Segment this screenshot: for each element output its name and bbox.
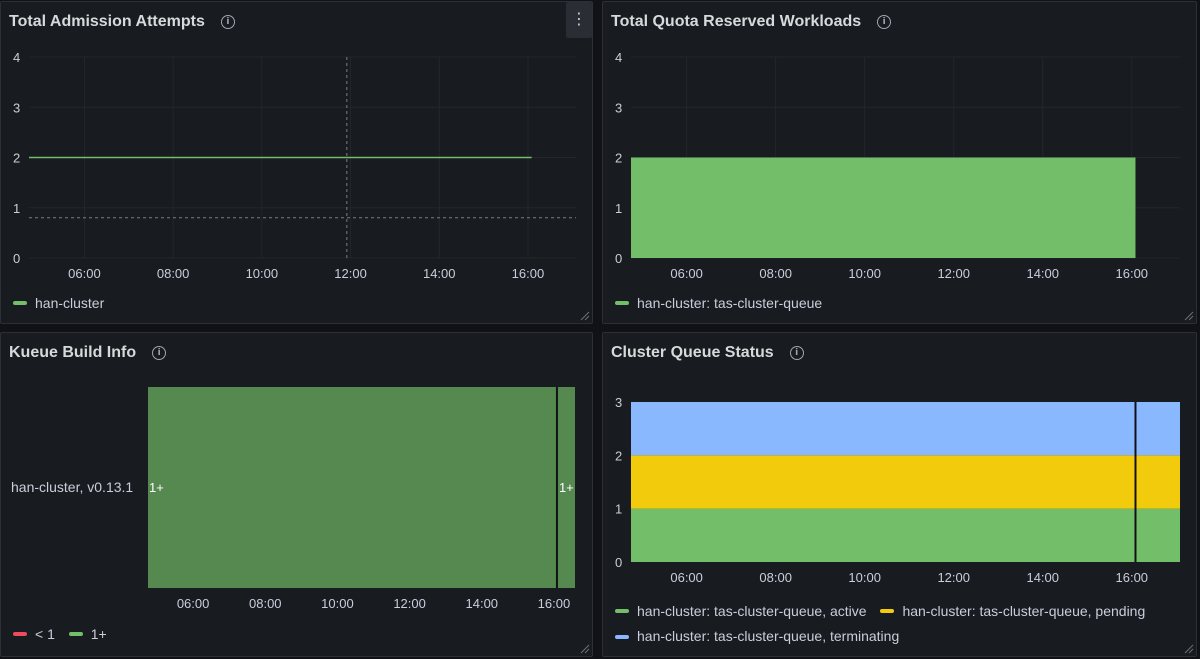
resize-handle-icon[interactable] bbox=[1184, 311, 1194, 321]
y-tick-label: 0 bbox=[615, 555, 622, 570]
x-tick-label: 14:00 bbox=[1026, 266, 1059, 281]
legend-item[interactable]: 1+ bbox=[68, 626, 107, 642]
info-icon[interactable]: i bbox=[220, 15, 235, 29]
y-tick-label: 0 bbox=[615, 251, 622, 266]
heatmap-cell bbox=[556, 387, 575, 588]
panel-menu-button[interactable]: ⋮ bbox=[566, 2, 592, 38]
x-tick-label: 14:00 bbox=[1026, 570, 1059, 585]
legend-label: han-cluster: tas-cluster-queue, active bbox=[637, 602, 867, 619]
x-tick-label: 10:00 bbox=[848, 266, 881, 281]
x-tick-label: 06:00 bbox=[68, 266, 101, 281]
panel-title[interactable]: Kueue Build Info i bbox=[9, 344, 167, 362]
cell-value-label: 1+ bbox=[559, 480, 574, 495]
legend-item[interactable]: han-cluster: tas-cluster-queue, terminat… bbox=[615, 625, 899, 648]
legend: han-cluster: tas-cluster-queue bbox=[615, 292, 832, 311]
stacked-area-band bbox=[631, 402, 1180, 456]
x-tick-label: 06:00 bbox=[177, 596, 210, 611]
panel-admission-attempts: Total Admission Attempts i ⋮ 0 1 2 3 4 06:00 08… bbox=[0, 1, 593, 324]
legend-swatch bbox=[13, 632, 27, 636]
panel-title-text: Total Quota Reserved Workloads bbox=[611, 13, 862, 30]
info-icon[interactable]: i bbox=[789, 346, 804, 360]
x-tick-label: 12:00 bbox=[393, 596, 426, 611]
y-tick-label: 4 bbox=[615, 50, 622, 65]
y-tick-label: 3 bbox=[615, 395, 622, 410]
x-tick-label: 10:00 bbox=[321, 596, 354, 611]
resize-handle-icon[interactable] bbox=[580, 644, 590, 654]
info-icon[interactable]: i bbox=[877, 15, 892, 29]
x-tick-label: 10:00 bbox=[246, 266, 279, 281]
legend-swatch bbox=[615, 301, 629, 305]
admission-attempts-chart: 0 1 2 3 4 06:00 08:00 10:00 12:00 14:00 16:00 bbox=[13, 50, 576, 281]
legend-swatch bbox=[13, 301, 27, 305]
panel-title-text: Cluster Queue Status bbox=[611, 344, 774, 361]
legend-swatch bbox=[615, 634, 629, 639]
x-tick-label: 16:00 bbox=[538, 596, 571, 611]
y-tick-label: 1 bbox=[13, 201, 20, 216]
x-tick-label: 16:00 bbox=[1116, 266, 1149, 281]
panel-title-text: Kueue Build Info bbox=[9, 344, 137, 361]
legend: han-cluster: tas-cluster-queue, active h… bbox=[615, 597, 1185, 648]
x-tick-label: 08:00 bbox=[157, 266, 190, 281]
x-tick-label: 12:00 bbox=[937, 266, 970, 281]
legend: < 1 1+ bbox=[13, 623, 117, 642]
y-tick-label: 2 bbox=[13, 151, 20, 166]
panel-kueue-build-info: Kueue Build Info i han-cluster, v0.13.1 1… bbox=[0, 332, 593, 657]
legend-label: 1+ bbox=[90, 626, 107, 642]
legend-swatch bbox=[615, 609, 629, 613]
x-tick-label: 12:00 bbox=[937, 570, 970, 585]
y-tick-label: 1 bbox=[615, 502, 622, 517]
x-tick-label: 08:00 bbox=[759, 570, 792, 585]
legend-item[interactable]: han-cluster: tas-cluster-queue, active bbox=[615, 600, 867, 623]
quota-reserved-chart: 0 1 2 3 4 06:00 08:00 10:00 12:00 14:00 16:00 bbox=[615, 50, 1180, 281]
legend-item[interactable]: han-cluster: tas-cluster-queue bbox=[615, 295, 822, 311]
y-tick-label: 0 bbox=[13, 251, 20, 266]
y-tick-label: 2 bbox=[615, 448, 622, 463]
panel-title[interactable]: Total Quota Reserved Workloads i bbox=[611, 13, 892, 31]
legend-label: < 1 bbox=[35, 626, 55, 642]
legend-label: han-cluster: tas-cluster-queue, terminat… bbox=[637, 628, 900, 644]
legend-item[interactable]: < 1 bbox=[13, 626, 55, 642]
x-tick-label: 08:00 bbox=[759, 266, 792, 281]
x-tick-label: 06:00 bbox=[670, 570, 703, 585]
build-info-chart: 1+ 1+ 06:00 08:00 10:00 12:00 14:00 16:00 bbox=[148, 387, 575, 611]
x-tick-label: 16:00 bbox=[1116, 570, 1149, 585]
y-tick-label: 3 bbox=[615, 100, 622, 115]
info-icon[interactable]: i bbox=[152, 346, 167, 360]
panel-title[interactable]: Total Admission Attempts i bbox=[9, 13, 235, 31]
panel-cluster-queue-status: Cluster Queue Status i 0 1 2 3 06:00 08:00 10:0… bbox=[602, 332, 1197, 657]
legend-swatch bbox=[880, 609, 895, 613]
resize-handle-icon[interactable] bbox=[1184, 644, 1194, 654]
y-tick-label: 1 bbox=[615, 201, 622, 216]
cell-value-label: 1+ bbox=[149, 480, 164, 495]
y-tick-label: 4 bbox=[13, 50, 20, 65]
resize-handle-icon[interactable] bbox=[580, 311, 590, 321]
panel-title[interactable]: Cluster Queue Status i bbox=[611, 344, 804, 362]
heatmap-row-label: han-cluster, v0.13.1 bbox=[11, 479, 134, 495]
legend-item[interactable]: han-cluster: tas-cluster-queue, pending bbox=[880, 600, 1145, 623]
y-tick-label: 3 bbox=[13, 100, 20, 115]
legend-label: han-cluster bbox=[35, 295, 105, 311]
heatmap-cell bbox=[148, 387, 557, 588]
x-tick-label: 06:00 bbox=[670, 266, 703, 281]
cluster-queue-status-chart: 0 1 2 3 06:00 08:00 10:00 12:00 14:00 16:00 bbox=[615, 395, 1180, 585]
legend-label: han-cluster: tas-cluster-queue bbox=[637, 295, 823, 311]
x-tick-label: 12:00 bbox=[334, 266, 367, 281]
x-tick-label: 16:00 bbox=[512, 266, 545, 281]
stacked-area-band bbox=[631, 508, 1180, 562]
legend-swatch bbox=[68, 632, 83, 636]
legend: han-cluster bbox=[13, 292, 114, 311]
panel-title-text: Total Admission Attempts bbox=[9, 13, 205, 30]
x-tick-label: 14:00 bbox=[423, 266, 456, 281]
x-tick-label: 08:00 bbox=[249, 596, 282, 611]
y-tick-label: 2 bbox=[615, 151, 622, 166]
legend-label: han-cluster: tas-cluster-queue, pending bbox=[902, 602, 1146, 619]
legend-item[interactable]: han-cluster bbox=[13, 295, 104, 311]
stacked-area-band bbox=[631, 455, 1180, 509]
panel-quota-reserved: Total Quota Reserved Workloads i 0 1 2 3 4 06:… bbox=[602, 1, 1197, 324]
x-tick-label: 14:00 bbox=[466, 596, 499, 611]
x-tick-label: 10:00 bbox=[848, 570, 881, 585]
series-area bbox=[631, 157, 1136, 258]
